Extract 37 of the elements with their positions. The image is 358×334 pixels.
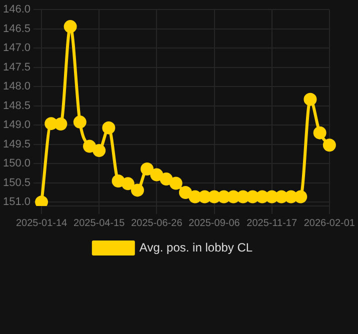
point [54,117,68,130]
point [294,190,308,204]
x-tick-label: 2025-09-06 [188,218,240,229]
point [313,126,326,140]
point [140,162,154,176]
point [112,174,125,188]
y-tick-label: 149.5 [2,138,31,150]
point [130,184,144,197]
point [150,168,164,182]
point [64,20,77,34]
point [322,138,336,152]
point [83,140,96,153]
point [160,172,173,186]
y-tick-label: 148.0 [2,80,31,93]
point [121,177,134,190]
x-tick-label: 2025-06-26 [131,218,183,229]
point [178,186,192,200]
point [73,116,86,129]
point [44,117,58,130]
x-tick-label: 2026-02-01 [304,218,356,229]
y-tick-label: 147.5 [2,61,31,74]
point [92,144,106,158]
y-tick-label: 150.5 [2,176,31,189]
y-tick-label: 147.0 [2,42,31,54]
point [102,121,116,134]
legend-label: Avg. pos. in lobby CL [139,240,253,254]
y-tick-label: 149.0 [2,119,31,132]
y-tick-label: 151.0 [2,196,31,208]
x-tick-label: 2025-01-14 [16,218,68,229]
point [169,176,182,190]
y-tick-label: 146.0 [2,4,31,16]
point [304,92,317,106]
y-tick-label: 148.5 [2,100,31,112]
y-tick-label: 146.5 [2,22,31,35]
y-tick-label: 150.0 [2,158,31,170]
x-tick-label: 2025-04-15 [74,218,126,229]
x-tick-label: 2025-11-17 [246,218,298,229]
